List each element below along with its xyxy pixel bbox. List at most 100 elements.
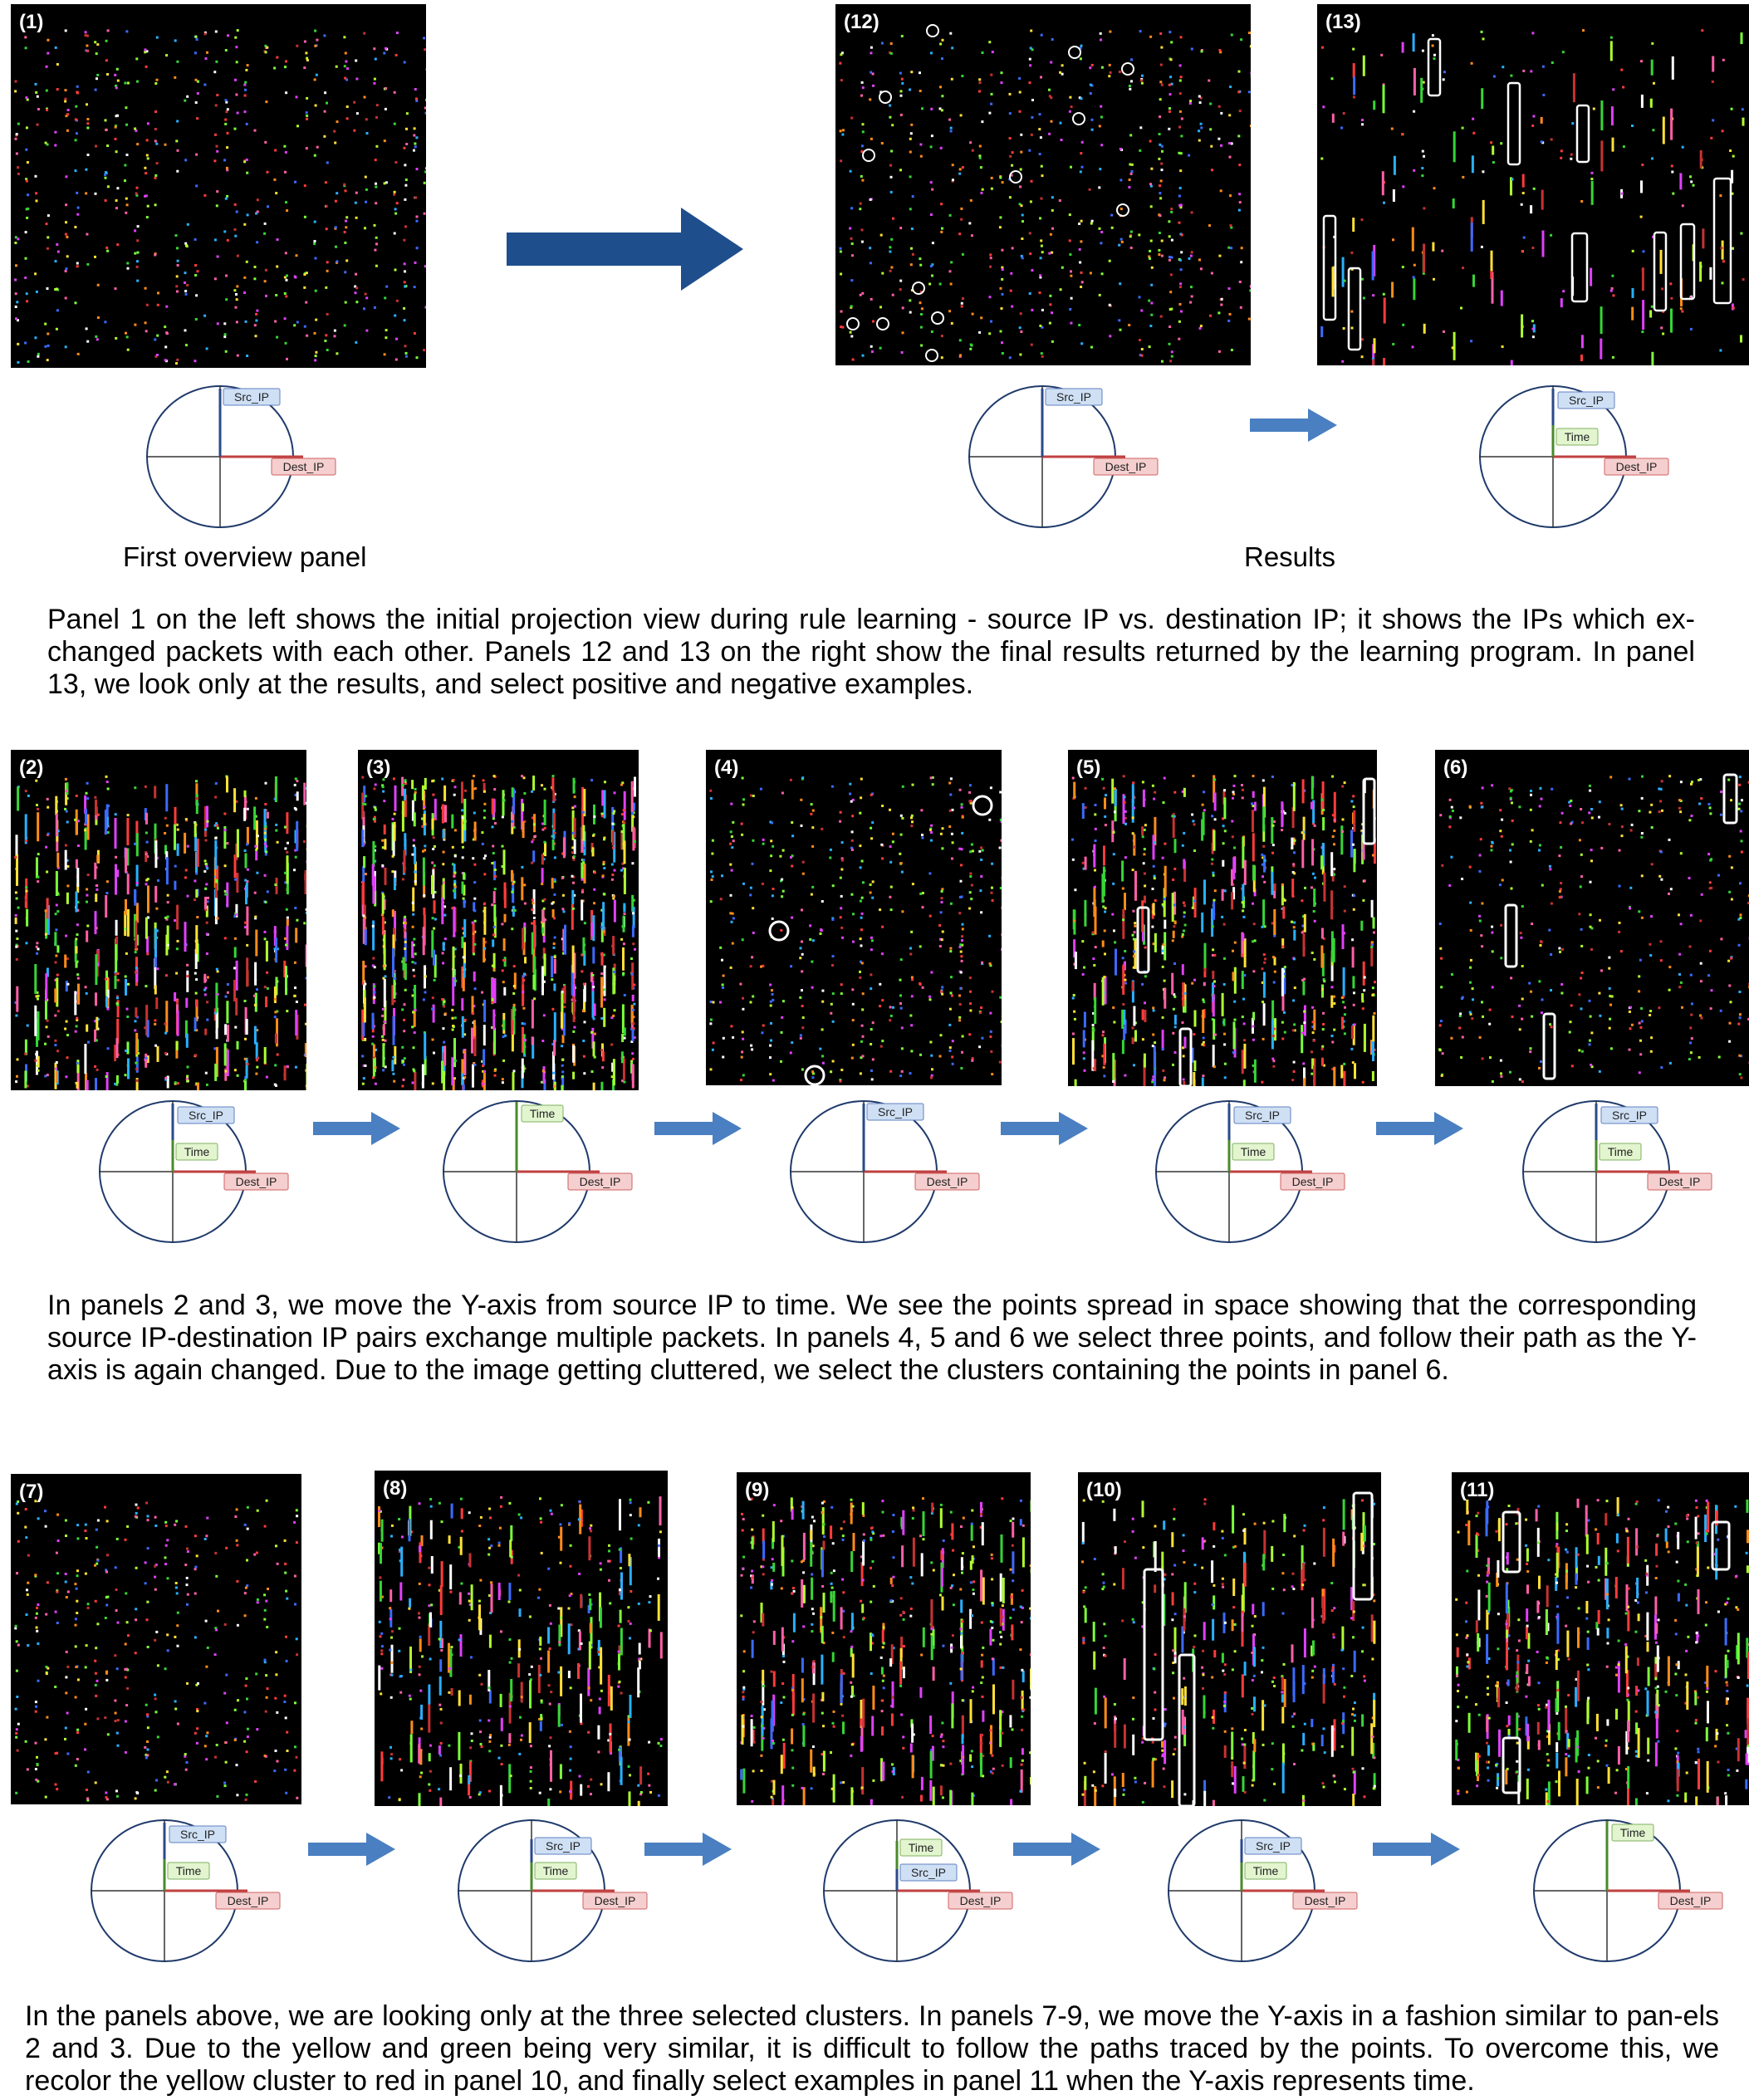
scatter-point xyxy=(115,207,118,210)
scatter-point xyxy=(1482,37,1485,41)
scatter-point xyxy=(1742,278,1745,281)
scatter-point xyxy=(742,803,745,806)
scatter-point xyxy=(154,110,157,113)
scatter-point xyxy=(841,133,845,136)
scatter-point xyxy=(225,274,228,277)
scatter-point xyxy=(403,921,405,924)
scatter-point xyxy=(403,262,406,266)
scatter-point xyxy=(1482,170,1485,174)
scatter-point xyxy=(562,837,566,859)
scatter-point xyxy=(375,115,378,119)
scatter-point xyxy=(66,113,70,116)
scatter-point xyxy=(294,180,296,184)
scatter-point xyxy=(910,814,914,817)
scatter-point xyxy=(37,352,40,355)
scatter-point xyxy=(889,51,893,55)
scatter-point xyxy=(146,855,149,858)
scatter-point xyxy=(145,985,148,988)
scatter-point xyxy=(105,970,108,996)
scatter-point xyxy=(234,878,238,881)
scatter-point xyxy=(1281,884,1284,906)
scatter-point xyxy=(412,943,415,947)
scatter-point xyxy=(1019,353,1022,356)
scatter-point xyxy=(36,991,39,994)
scatter-point xyxy=(1301,924,1305,928)
scatter-point xyxy=(1049,294,1052,297)
scatter-point xyxy=(96,888,99,891)
scatter-point xyxy=(74,226,77,228)
scatter-point xyxy=(1110,213,1114,217)
scatter-point xyxy=(155,162,159,165)
scatter-point xyxy=(273,926,277,947)
scatter-point xyxy=(54,46,57,49)
scatter-point xyxy=(414,870,417,874)
scatter-point xyxy=(1040,76,1042,79)
scatter-point xyxy=(573,893,576,897)
scatter-point xyxy=(135,934,139,946)
scatter-point xyxy=(941,57,943,61)
scatter-point xyxy=(105,804,109,828)
scatter-point xyxy=(1091,1026,1095,1051)
scatter-point xyxy=(344,301,347,304)
scatter-point xyxy=(433,978,436,981)
scatter-point xyxy=(1070,270,1072,273)
scatter-point xyxy=(255,1042,258,1060)
scatter-point xyxy=(631,925,634,937)
scatter-point xyxy=(742,1074,745,1077)
scatter-point xyxy=(1123,1009,1126,1025)
scatter-point xyxy=(411,780,414,790)
scatter-point xyxy=(860,777,863,781)
scatter-point xyxy=(363,95,366,99)
scatter-point xyxy=(1362,898,1365,902)
scatter-point xyxy=(383,353,386,356)
scatter-point xyxy=(1131,832,1134,835)
scatter-point xyxy=(1009,289,1012,292)
scatter-point xyxy=(125,123,128,126)
scatter-point xyxy=(1293,921,1296,924)
scatter-point xyxy=(195,999,198,1021)
scatter-point xyxy=(205,1083,208,1086)
scatter-point xyxy=(235,800,238,803)
scatter-point xyxy=(236,1074,239,1077)
scatter-point xyxy=(961,1050,963,1054)
scatter-point xyxy=(1252,791,1255,798)
scatter-point xyxy=(344,271,347,274)
scatter-point xyxy=(621,862,625,865)
scatter-point xyxy=(1283,898,1286,902)
scatter-point xyxy=(1028,149,1031,152)
scatter-point xyxy=(226,238,229,242)
scatter-point xyxy=(1164,865,1167,897)
scatter-point xyxy=(1209,102,1213,105)
scatter-point xyxy=(1168,258,1171,262)
scatter-point xyxy=(1281,883,1284,886)
scatter-point xyxy=(365,329,369,332)
scatter-point xyxy=(1084,806,1087,809)
scatter-point xyxy=(961,939,963,942)
scatter-point xyxy=(225,298,228,301)
scatter-point xyxy=(393,812,396,815)
scatter-point xyxy=(1102,866,1105,897)
scatter-point xyxy=(1453,331,1456,360)
scatter-point xyxy=(345,219,347,223)
scatter-point xyxy=(1154,791,1157,794)
scatter-point xyxy=(254,917,257,920)
scatter-point xyxy=(1100,66,1104,69)
scatter-point xyxy=(185,244,188,247)
scatter-point xyxy=(1203,1001,1206,1004)
scatter-point xyxy=(1238,193,1242,196)
scatter-point xyxy=(1041,251,1044,254)
scatter-point xyxy=(415,99,419,102)
scatter-point xyxy=(590,972,593,982)
scatter-point xyxy=(355,340,358,344)
scatter-point xyxy=(233,947,237,958)
scatter-point xyxy=(1000,71,1003,75)
scatter-point xyxy=(1282,898,1286,901)
scatter-point xyxy=(521,1070,524,1089)
scatter-point xyxy=(204,1071,208,1074)
scatter-point xyxy=(135,1079,139,1082)
scatter-point xyxy=(1352,95,1355,99)
scatter-point xyxy=(264,827,267,830)
scatter-point xyxy=(899,288,902,291)
scatter-point xyxy=(1651,157,1653,160)
scatter-point xyxy=(481,831,484,835)
